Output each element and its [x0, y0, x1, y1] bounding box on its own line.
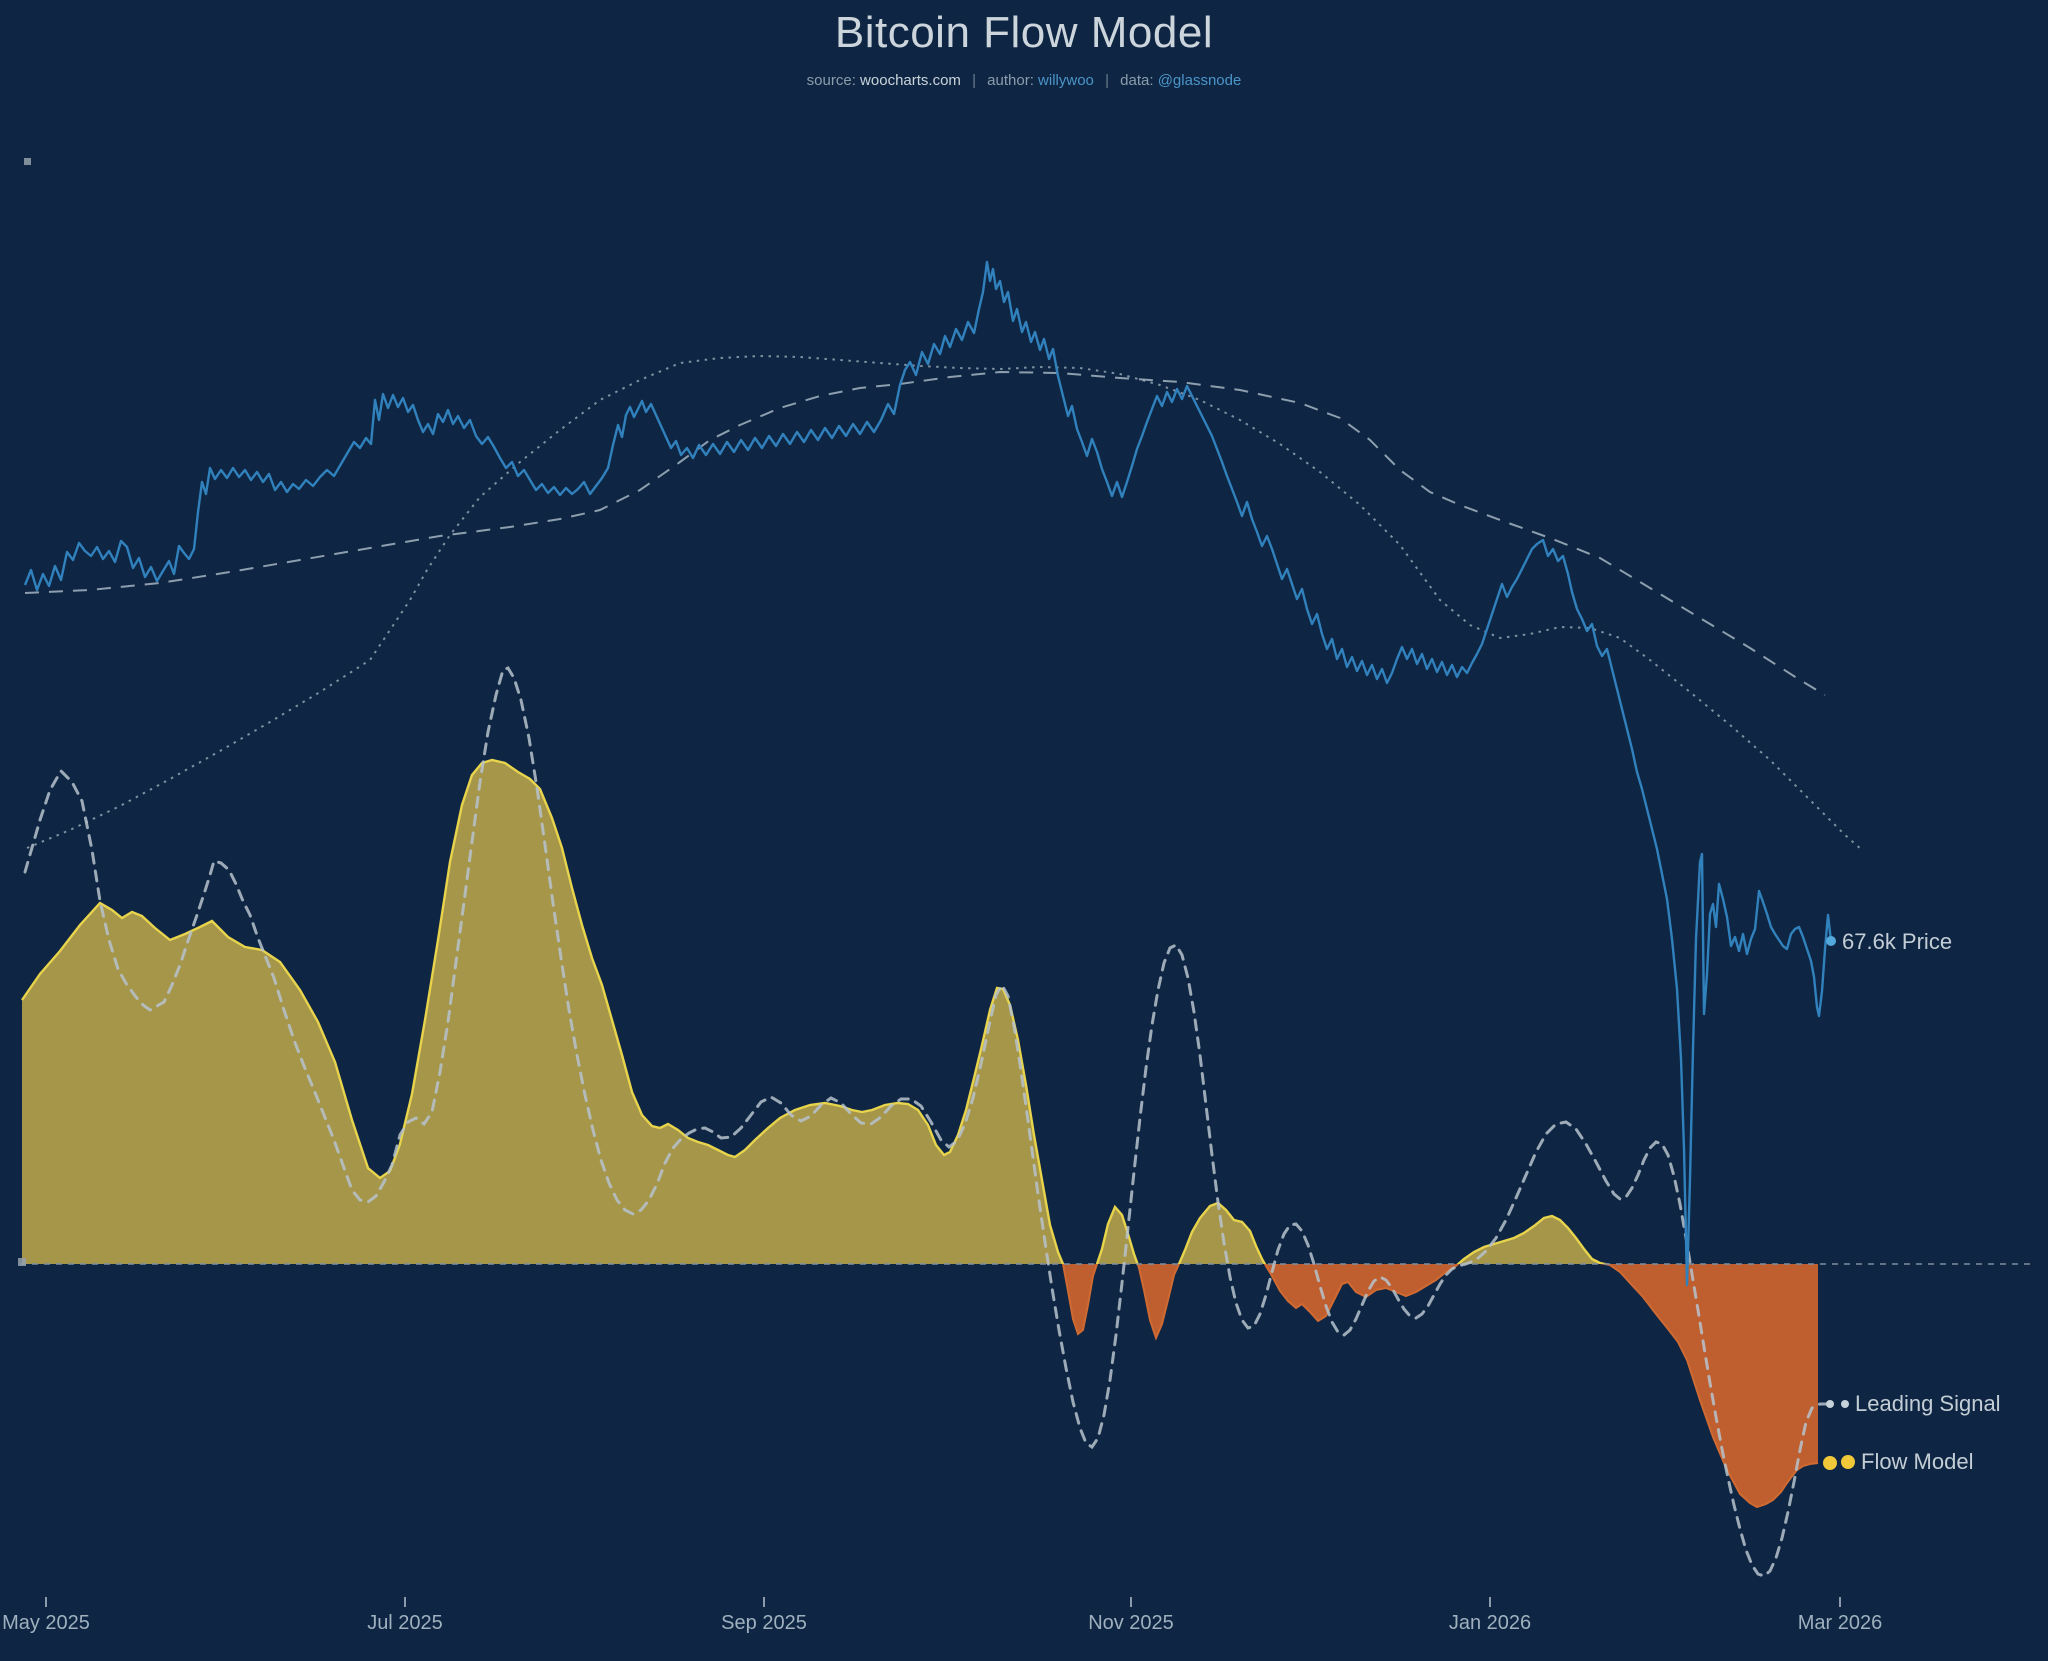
- data-source-link[interactable]: @glassnode: [1157, 72, 1242, 89]
- leading-signal-label: Leading Signal: [1855, 1391, 2001, 1416]
- flow-end-dot: [1823, 1456, 1837, 1470]
- x-axis-label: Sep 2025: [721, 1612, 807, 1634]
- author-link[interactable]: willywoo: [1038, 72, 1094, 89]
- separator: |: [972, 72, 976, 89]
- x-axis-label: May 2025: [2, 1612, 90, 1634]
- leading-signal-series-label: Leading Signal: [1841, 1391, 2001, 1417]
- source-label: source:: [806, 72, 856, 89]
- page-title: Bitcoin Flow Model: [834, 8, 1214, 57]
- x-axis-label: Jul 2025: [367, 1612, 443, 1634]
- price-value-label: 67.6k Price: [1842, 929, 1953, 954]
- chart-subtitle: source: woocharts.com | author: willywoo…: [0, 72, 2048, 89]
- x-axis-label: Jan 2026: [1448, 1612, 1532, 1634]
- x-axis-label: Nov 2025: [1088, 1612, 1174, 1634]
- flow-area-positive: [22, 760, 1818, 1264]
- leading-signal-dot-icon: [1841, 1400, 1849, 1408]
- flow-model-dot-icon: [1841, 1455, 1855, 1469]
- flow-model-series-label: Flow Model: [1841, 1449, 1973, 1475]
- separator: |: [1105, 72, 1109, 89]
- price-line: [23, 260, 1833, 1287]
- flow-model-label: Flow Model: [1861, 1449, 1974, 1474]
- leading-signal-line: [23, 666, 1832, 1578]
- leading-end-dot: [1826, 1400, 1834, 1408]
- data-source-label: data:: [1120, 72, 1154, 89]
- flow-line-positive: [21, 758, 1611, 1264]
- x-axis-label: Mar 2026: [1797, 1612, 1883, 1634]
- flow-area-negative: [22, 1264, 1818, 1507]
- ma-fast-line: [26, 354, 1863, 851]
- ma-slow-line: [24, 370, 1826, 696]
- flow-line-negative: [1061, 1264, 1819, 1509]
- source-value: woocharts.com: [860, 72, 961, 89]
- author-label: author:: [987, 72, 1034, 89]
- price-series-label: 67.6k Price: [1842, 929, 1952, 955]
- chart-header: Bitcoin Flow Model source: woocharts.com…: [0, 0, 2048, 89]
- stray-point-marker: [24, 158, 31, 165]
- price-end-dot: [1826, 936, 1836, 946]
- stray-point-marker: [18, 1258, 26, 1266]
